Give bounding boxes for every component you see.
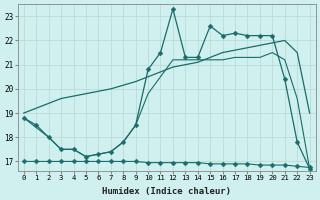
X-axis label: Humidex (Indice chaleur): Humidex (Indice chaleur) [102,187,231,196]
